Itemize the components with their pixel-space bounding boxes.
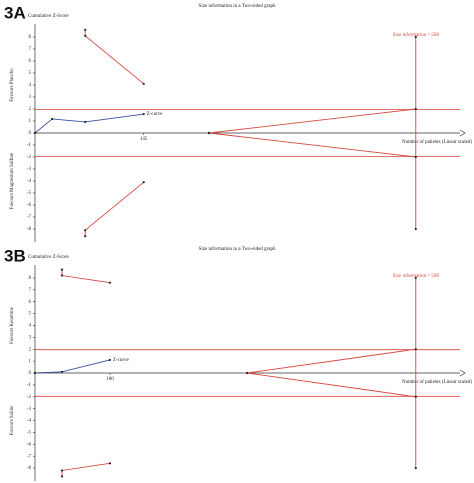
z-curve-point (60, 370, 64, 373)
ris-point (414, 466, 417, 470)
x-tick-label: 100 (106, 377, 114, 382)
y-tick-label: 2 (29, 347, 32, 352)
monitoring-boundary-point (142, 181, 145, 184)
z-curve-point (33, 131, 37, 135)
z-curve-point (84, 120, 87, 124)
y-tick-label: 1 (29, 359, 32, 364)
y-tick-label: -2 (27, 395, 32, 400)
y-tick-label: 7 (29, 47, 32, 52)
futility-point (414, 155, 417, 159)
futility-point (246, 371, 249, 375)
x-tick-label: 145 (140, 137, 148, 142)
futility-boundary (247, 348, 416, 374)
futility-point (414, 107, 417, 111)
x-axis-arrow (459, 369, 466, 377)
ris-point (414, 276, 417, 280)
futility-point (414, 395, 417, 398)
z-curve-point (108, 358, 112, 362)
y-tick-label: 8 (29, 276, 32, 281)
ris-label: Size information = 508 (393, 274, 440, 279)
z-curve (34, 359, 111, 374)
y-tick-label: 7 (29, 288, 32, 293)
y-tick-label: -5 (27, 431, 32, 436)
y-tick-label: 8 (29, 35, 32, 40)
monitoring-boundary (61, 269, 111, 284)
y-tick-label: -1 (27, 383, 32, 388)
y-tick-label: -3 (27, 407, 32, 412)
y-tick-label: 6 (29, 300, 32, 305)
lower-label: Favours Saline (10, 405, 15, 436)
ris-label: Size information = 508 (393, 33, 440, 38)
x-axis-label: Number of patients (Linear scaled) (402, 140, 472, 145)
z-curve-point (33, 371, 37, 375)
monitoring-boundary-point (142, 82, 145, 85)
x-axis-label: Number of patients (Linear scaled) (402, 380, 472, 385)
z-curve-point (51, 117, 54, 121)
monitoring-boundary-point (60, 268, 64, 271)
y-axis-label: Cumulative Z-Score (28, 14, 69, 19)
y-tick-label: -5 (27, 191, 32, 196)
monitoring-boundary-point (60, 274, 64, 277)
y-tick-label: -7 (27, 215, 32, 220)
upper-label: Favours Ketamine (10, 306, 15, 344)
y-tick-label: 4 (29, 324, 32, 329)
chart-title: Size information in a Two-sided graph (199, 247, 276, 252)
upper-label: Favours Placebo (10, 68, 15, 102)
y-tick-label: -8 (27, 227, 32, 232)
futility-point (207, 131, 210, 135)
y-tick-label: 0 (29, 371, 32, 376)
monitoring-boundary-point (60, 469, 64, 472)
futility-boundary (208, 108, 416, 134)
panel-label: 3A (4, 3, 26, 22)
monitoring-boundary-point (84, 235, 87, 238)
futility-boundary (208, 132, 416, 158)
chart-title: Size information in a Two-sided graph (199, 4, 276, 9)
z-curve-label: Z-curve (147, 112, 164, 117)
y-tick-label: -1 (27, 143, 32, 148)
monitoring-boundary-point (84, 28, 87, 31)
y-tick-label: -6 (27, 442, 32, 447)
monitoring-boundary-point (84, 229, 87, 232)
monitoring-boundary (84, 29, 144, 85)
y-tick-label: 3 (29, 335, 32, 340)
y-tick-label: 5 (29, 71, 32, 76)
monitoring-boundary (84, 181, 144, 237)
monitoring-boundary-point (60, 475, 64, 478)
monitoring-boundary (61, 462, 111, 477)
panel-label: 3B (4, 246, 26, 265)
y-tick-label: 2 (29, 107, 32, 112)
lower-label: Favours Magnesium Sulfate (10, 152, 15, 209)
ris-point (414, 35, 417, 39)
z-curve-point (142, 112, 145, 116)
y-tick-label: 0 (29, 131, 32, 136)
y-tick-label: 3 (29, 95, 32, 100)
y-tick-label: -8 (27, 466, 32, 471)
z-curve-label: Z-curve (113, 358, 130, 363)
y-axis-label: Cumulative Z-Score (28, 255, 69, 260)
y-tick-label: -6 (27, 203, 32, 208)
monitoring-boundary-point (84, 34, 87, 37)
y-tick-label: -2 (27, 155, 32, 160)
y-tick-label: 4 (29, 83, 32, 88)
monitoring-boundary-point (108, 462, 112, 465)
y-tick-label: 5 (29, 312, 32, 317)
monitoring-boundary-point (108, 281, 112, 284)
ris-point (414, 227, 417, 231)
y-tick-label: 1 (29, 119, 32, 124)
y-tick-label: 6 (29, 59, 32, 64)
z-curve (34, 113, 144, 134)
x-axis-arrow (459, 129, 466, 137)
y-tick-label: -4 (27, 419, 32, 424)
y-tick-label: -7 (27, 454, 32, 459)
futility-point (414, 348, 417, 351)
y-tick-label: -3 (27, 167, 32, 172)
y-tick-label: -4 (27, 179, 32, 184)
futility-boundary (247, 372, 416, 398)
